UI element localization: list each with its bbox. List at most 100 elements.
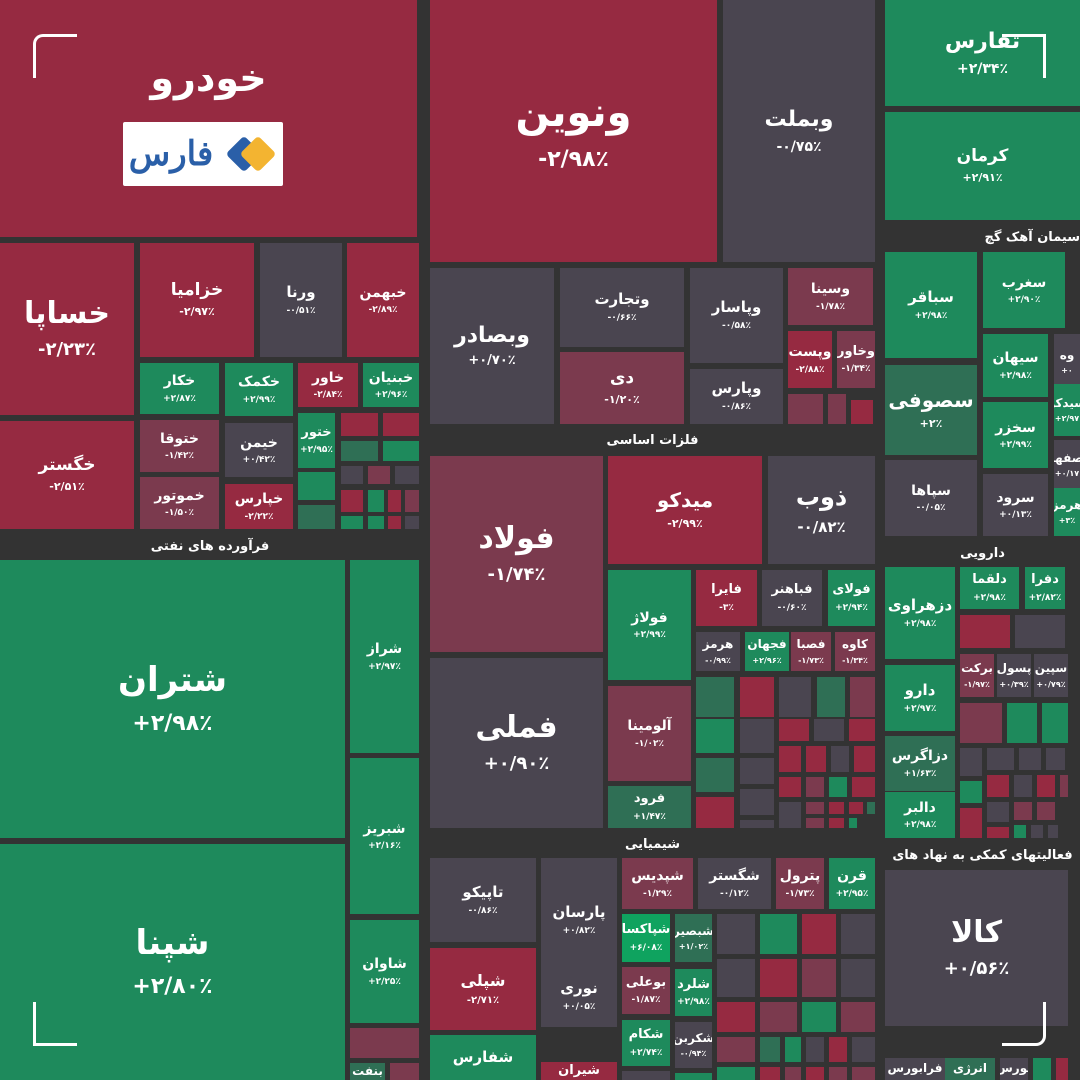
stock-tile-small[interactable]: [760, 1037, 780, 1062]
stock-tile-small[interactable]: [987, 827, 1009, 838]
stock-tile-zob[interactable]: ذوب -۰/۸۲٪: [768, 456, 875, 564]
stock-tile-shetran[interactable]: شتران +۲/۹۸٪: [0, 560, 345, 838]
stock-tile-small[interactable]: [829, 1037, 847, 1062]
stock-tile-small[interactable]: [841, 959, 875, 997]
stock-tile-small[interactable]: [854, 746, 875, 772]
stock-tile-sgharb[interactable]: سغرب +۲/۹۰٪: [983, 252, 1065, 328]
stock-tile-small[interactable]: [851, 400, 873, 424]
stock-tile-small[interactable]: [987, 775, 1009, 797]
stock-tile-shgostar[interactable]: شگستر -۰/۱۲٪: [698, 858, 771, 909]
stock-tile-shbasir[interactable]: شبصیر +۱/۰۲٪: [675, 914, 712, 962]
stock-tile-small[interactable]: [841, 1002, 875, 1032]
stock-tile-sfars[interactable]: ثفارس +۲/۳۴٪: [885, 0, 1080, 106]
stock-tile-small[interactable]: [1019, 748, 1041, 770]
stock-tile-small[interactable]: [341, 516, 363, 529]
stock-tile-sbagher[interactable]: سباقر +۲/۹۸٪: [885, 252, 977, 358]
stock-tile-ssoofi[interactable]: سصوفی +۲٪: [885, 365, 977, 455]
stock-tile-spaha[interactable]: سپاها -۰/۰۵٪: [885, 460, 977, 536]
stock-tile-small[interactable]: [383, 413, 419, 436]
stock-tile-small[interactable]: [960, 615, 1010, 648]
stock-tile-small[interactable]: [779, 746, 801, 772]
stock-tile-noori[interactable]: نوری +۰/۰۵٪: [541, 965, 617, 1027]
stock-tile-darou[interactable]: دارو +۲/۹۷٪: [885, 665, 955, 731]
stock-tile-booali[interactable]: بوعلی -۱/۸۷٪: [622, 967, 670, 1014]
stock-tile-dey[interactable]: دی -۱/۲۰٪: [560, 352, 684, 424]
stock-tile-small[interactable]: [368, 516, 384, 529]
stock-tile-faira[interactable]: فایرا -۳٪: [696, 570, 757, 626]
stock-tile-small[interactable]: [788, 394, 823, 424]
stock-tile-small[interactable]: [1037, 802, 1055, 820]
stock-tile-small[interactable]: [806, 1067, 824, 1080]
stock-tile-shavan[interactable]: شاوان +۲/۲۵٪: [350, 920, 419, 1023]
stock-tile-small[interactable]: [852, 1067, 875, 1080]
stock-tile-small[interactable]: [388, 490, 401, 512]
stock-tile-ssafha[interactable]: صفها +۰/۱۷: [1054, 440, 1080, 490]
stock-tile-small[interactable]: [779, 777, 801, 797]
stock-tile-small[interactable]: [696, 677, 734, 717]
stock-tile-alumina[interactable]: آلومینا -۱/۰۲٪: [608, 686, 691, 781]
stock-tile-small[interactable]: [785, 1067, 801, 1080]
stock-tile-small[interactable]: [1007, 703, 1037, 743]
stock-tile-farabourse[interactable]: فرابورس: [885, 1058, 945, 1080]
stock-tile-shlord[interactable]: شلرد +۲/۹۸٪: [675, 969, 712, 1016]
stock-tile-foolad[interactable]: فولاد -۱/۷۴٪: [430, 456, 603, 652]
stock-tile-small[interactable]: [696, 758, 734, 792]
stock-tile-small[interactable]: [740, 820, 774, 828]
stock-tile-small[interactable]: [740, 677, 774, 717]
stock-tile-small[interactable]: [341, 413, 378, 436]
stock-tile-vpasar[interactable]: وپاسار -۰/۵۸٪: [690, 268, 783, 363]
stock-tile-sidco[interactable]: سیدکو +۲/۹۷: [1054, 384, 1080, 436]
stock-tile-bnaft[interactable]: بنفت: [350, 1063, 385, 1080]
stock-tile-small[interactable]: [779, 802, 801, 828]
stock-tile-vbmellat[interactable]: وبملت -۰/۷۵٪: [723, 0, 875, 262]
stock-tile-khkar[interactable]: خکار +۲/۸۷٪: [140, 363, 219, 414]
stock-tile-shpna[interactable]: شپنا +۲/۸۰٪: [0, 844, 345, 1080]
stock-tile-small[interactable]: [622, 1071, 670, 1080]
stock-tile-small[interactable]: [675, 1073, 712, 1080]
stock-tile-vkhavar[interactable]: وخاور -۱/۳۴٪: [837, 331, 875, 388]
stock-tile-vsina[interactable]: وسینا -۱/۷۸٪: [788, 268, 873, 325]
stock-tile-small[interactable]: [341, 466, 363, 484]
stock-tile-dzagros[interactable]: دزاگرس +۱/۶۳٪: [885, 736, 955, 791]
stock-tile-small[interactable]: [1015, 615, 1065, 648]
stock-tile-small[interactable]: [987, 748, 1014, 770]
stock-tile-small[interactable]: [717, 1037, 755, 1062]
stock-tile-small[interactable]: [760, 914, 797, 954]
stock-tile-small[interactable]: [1056, 1058, 1068, 1080]
stock-tile-khiman[interactable]: خیمن +۰/۴۲٪: [225, 423, 293, 477]
stock-tile-small[interactable]: [785, 1037, 801, 1062]
stock-tile-small[interactable]: [388, 516, 401, 529]
stock-tile-dalbor[interactable]: دالبر +۲/۹۸٪: [885, 792, 955, 838]
stock-tile-khsapa[interactable]: خساپا -۲/۲۳٪: [0, 243, 134, 415]
stock-tile-shraz[interactable]: شراز +۲/۹۷٪: [350, 560, 419, 753]
stock-tile-kerman[interactable]: کرمان +۲/۹۱٪: [885, 112, 1080, 220]
stock-tile-shfars[interactable]: شفارس: [430, 1035, 536, 1080]
stock-tile-small[interactable]: [779, 677, 811, 717]
stock-tile-small[interactable]: [760, 1067, 780, 1080]
stock-tile-small[interactable]: [1033, 1058, 1051, 1080]
stock-tile-skhazar[interactable]: سخزر +۲/۹۹٪: [983, 402, 1048, 468]
stock-tile-small[interactable]: [717, 959, 755, 997]
stock-tile-shpdis[interactable]: شپدیس -۱/۲۹٪: [622, 858, 693, 909]
stock-tile-small[interactable]: [852, 777, 875, 797]
stock-tile-khzamia[interactable]: خزامیا -۲/۹۷٪: [140, 243, 254, 357]
stock-tile-tapico[interactable]: تاپیکو -۰/۸۶٪: [430, 858, 536, 942]
stock-tile-shormoz[interactable]: هرمز +۳٪: [1054, 488, 1080, 536]
stock-tile-small[interactable]: [1014, 802, 1032, 820]
stock-tile-vpars[interactable]: وپارس -۰/۸۶٪: [690, 369, 783, 424]
stock-tile-fasba[interactable]: فصبا -۱/۷۳٪: [791, 632, 831, 671]
stock-tile-small[interactable]: [390, 1063, 419, 1080]
stock-tile-small[interactable]: [817, 677, 845, 717]
stock-tile-small[interactable]: [740, 758, 774, 784]
stock-tile-khbahman[interactable]: خبهمن -۲/۸۹٪: [347, 243, 419, 357]
stock-tile-fameli[interactable]: فملی +۰/۹۰٪: [430, 658, 603, 828]
stock-tile-small[interactable]: [1046, 748, 1065, 770]
stock-tile-small[interactable]: [829, 818, 844, 828]
stock-tile-small[interactable]: [849, 818, 857, 828]
stock-tile-small[interactable]: [717, 914, 755, 954]
stock-tile-sbehan[interactable]: سیهان +۲/۹۸٪: [983, 334, 1048, 397]
stock-tile-small[interactable]: [1048, 825, 1058, 838]
stock-tile-small[interactable]: [806, 802, 824, 814]
stock-tile-small[interactable]: [841, 914, 875, 954]
stock-tile-small[interactable]: [368, 466, 390, 484]
